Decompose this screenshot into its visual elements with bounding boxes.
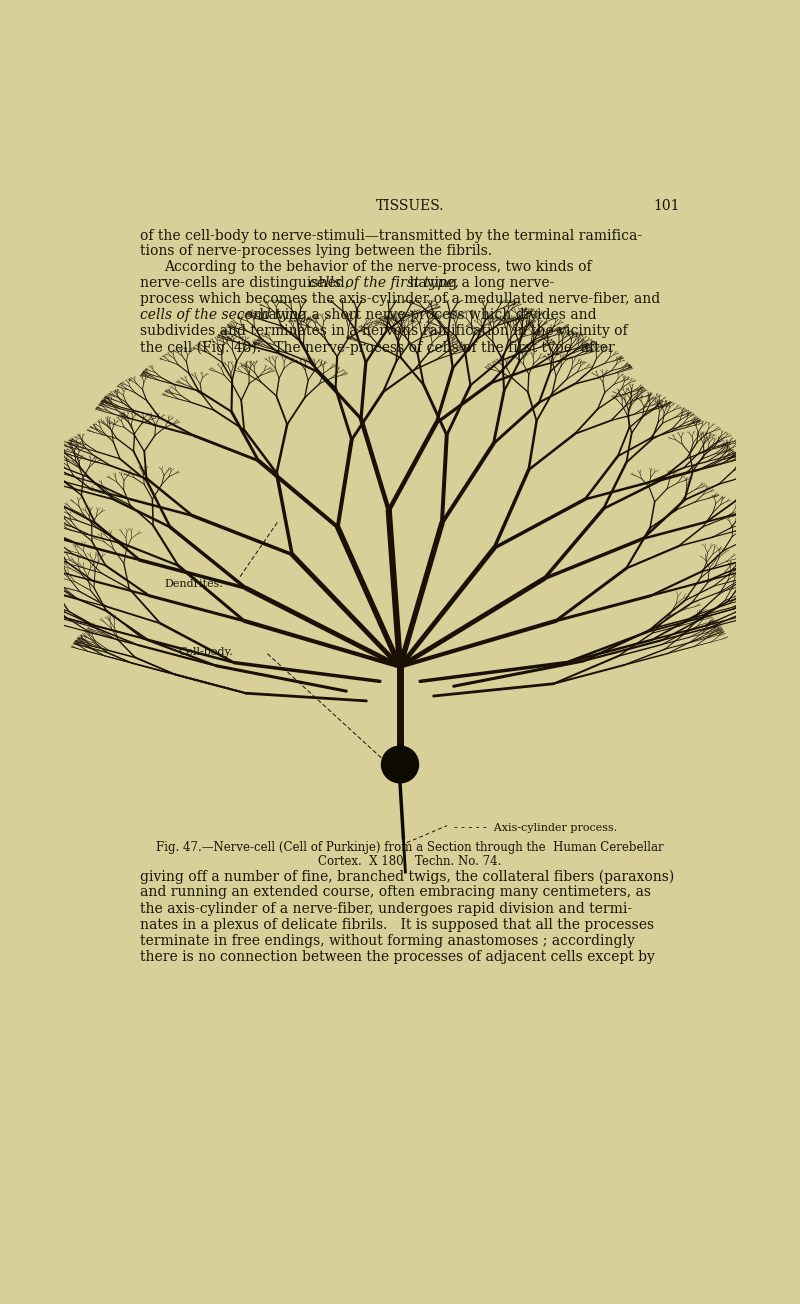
Text: cells of the second type,: cells of the second type, [140,308,310,322]
Text: tions of nerve-processes lying between the fibrils.: tions of nerve-processes lying between t… [140,244,493,258]
Text: Dendrites.: Dendrites. [165,579,224,588]
Text: cells of the first type,: cells of the first type, [309,276,459,289]
Ellipse shape [382,746,418,782]
Text: having a long nerve-: having a long nerve- [405,276,554,289]
Text: of the cell-body to nerve-stimuli—transmitted by the terminal ramifica-: of the cell-body to nerve-stimuli—transm… [140,228,642,243]
Text: According to the behavior of the nerve-process, two kinds of: According to the behavior of the nerve-p… [164,259,591,274]
Text: subdivides and terminates in a nervous ramification in the vicinity of: subdivides and terminates in a nervous r… [140,325,628,338]
Text: and running an extended course, often embracing many centimeters, as: and running an extended course, often em… [140,885,651,900]
Text: the cell (Fig. 48).   The nerve-process of cells of the first type, after: the cell (Fig. 48). The nerve-process of… [140,340,615,355]
Text: - - - - -  Axis-cylinder process.: - - - - - Axis-cylinder process. [454,823,617,833]
Text: TISSUES.: TISSUES. [376,198,444,213]
Text: there is no connection between the processes of adjacent cells except by: there is no connection between the proce… [140,949,655,964]
Text: terminate in free endings, without forming anastomoses ; accordingly: terminate in free endings, without formi… [140,934,635,948]
Text: Cell-body.: Cell-body. [178,647,233,657]
Text: Cortex.  X 180.  Techn. No. 74.: Cortex. X 180. Techn. No. 74. [318,855,502,868]
Text: process which becomes the axis-cylinder of a medullated nerve-fiber, and: process which becomes the axis-cylinder … [140,292,661,306]
Text: giving off a number of fine, branched twigs, the collateral fibers (paraxons): giving off a number of fine, branched tw… [140,870,674,884]
Text: the axis-cylinder of a nerve-fiber, undergoes rapid division and termi-: the axis-cylinder of a nerve-fiber, unde… [140,901,633,915]
Text: Fig. 47.—Nerve-cell (Cell of Purkinje) from a Section through the  Human Cerebel: Fig. 47.—Nerve-cell (Cell of Purkinje) f… [156,841,664,854]
Text: 101: 101 [654,198,680,213]
Text: having a short nerve-process which divides and: having a short nerve-process which divid… [255,308,597,322]
Text: nerve-cells are distinguished,: nerve-cells are distinguished, [140,276,354,289]
Text: nates in a plexus of delicate fibrils.   It is supposed that all the processes: nates in a plexus of delicate fibrils. I… [140,918,654,931]
